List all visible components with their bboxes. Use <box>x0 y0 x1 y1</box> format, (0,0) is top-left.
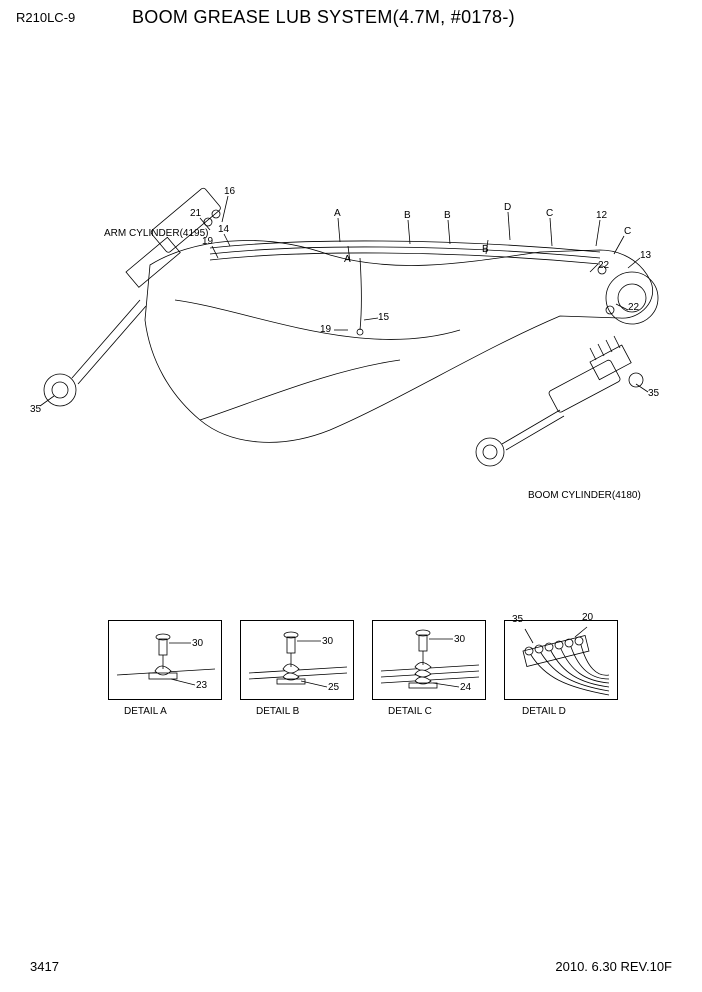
callout-35a: 35 <box>30 404 41 415</box>
callout-16: 16 <box>224 186 235 197</box>
callout-19a: 19 <box>202 236 213 247</box>
detail-d-20: 20 <box>582 612 593 623</box>
footer-revision: 2010. 6.30 REV.10F <box>555 959 672 974</box>
callout-D: D <box>504 202 511 213</box>
callout-12: 12 <box>596 210 607 221</box>
detail-c-30: 30 <box>454 634 465 645</box>
callout-C2: C <box>624 226 631 237</box>
callout-22b: 22 <box>628 302 639 313</box>
detail-d-caption: DETAIL D <box>522 706 566 717</box>
callout-C1: C <box>546 208 553 219</box>
callout-14: 14 <box>218 224 229 235</box>
detail-b-30: 30 <box>322 636 333 647</box>
arm-cylinder-label: ARM CYLINDER(4195) <box>104 228 208 239</box>
detail-a-23: 23 <box>196 680 207 691</box>
callout-B1: B <box>404 210 411 221</box>
callout-15: 15 <box>378 312 389 323</box>
callout-19b: 19 <box>320 324 331 335</box>
callout-22a: 22 <box>598 260 609 271</box>
detail-d-svg <box>505 621 619 701</box>
callout-13: 13 <box>640 250 651 261</box>
callout-B2: B <box>444 210 451 221</box>
footer-page-number: 3417 <box>30 959 59 974</box>
detail-c-24: 24 <box>460 682 471 693</box>
main-diagram <box>0 0 702 560</box>
detail-b-25: 25 <box>328 682 339 693</box>
callout-B3: B <box>482 244 489 255</box>
detail-a-30: 30 <box>192 638 203 649</box>
detail-d-box <box>504 620 618 700</box>
callout-A2: A <box>344 254 351 265</box>
callout-21: 21 <box>190 208 201 219</box>
detail-c-caption: DETAIL C <box>388 706 432 717</box>
boom-cylinder-label: BOOM CYLINDER(4180) <box>528 490 641 501</box>
callout-A1: A <box>334 208 341 219</box>
detail-a-caption: DETAIL A <box>124 706 167 717</box>
detail-d-35: 35 <box>512 614 523 625</box>
callout-35b: 35 <box>648 388 659 399</box>
detail-b-caption: DETAIL B <box>256 706 299 717</box>
